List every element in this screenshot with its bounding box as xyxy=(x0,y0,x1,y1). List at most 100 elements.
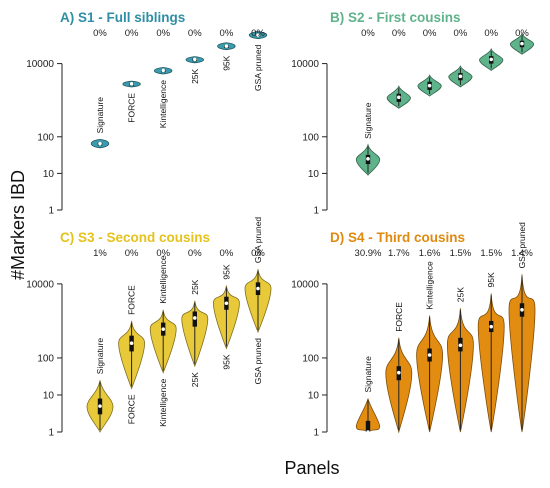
category-label: FORCE xyxy=(394,302,404,332)
violin-median xyxy=(161,68,165,73)
violin-median xyxy=(489,324,494,329)
percent-label: 0% xyxy=(484,28,498,39)
category-label: Signature xyxy=(363,356,373,393)
percent-label: 0% xyxy=(251,248,265,259)
category-label: 25K xyxy=(455,287,465,302)
panel-title: C) S3 - Second cousins xyxy=(60,230,210,245)
violin-iqr-box xyxy=(365,420,371,432)
violin-median xyxy=(256,33,260,37)
violin-median xyxy=(129,341,134,346)
percent-label: 0% xyxy=(251,28,265,39)
violin-median xyxy=(224,44,229,48)
category-label: 25K xyxy=(190,372,200,387)
percent-label: 0% xyxy=(515,28,529,39)
percent-label: 1.4% xyxy=(511,248,533,259)
violin-median xyxy=(397,370,401,375)
percent-label: 0% xyxy=(156,28,170,39)
category-label: 95K xyxy=(221,354,231,369)
category-label: FORCE xyxy=(127,394,137,424)
y-tick-label: 10000 xyxy=(291,59,319,70)
percent-label: 0% xyxy=(361,28,375,39)
y-tick-label: 100 xyxy=(37,353,54,364)
category-label: 95K xyxy=(486,272,496,287)
percent-label: 0% xyxy=(423,28,437,39)
category-label: Kintelligence xyxy=(158,378,168,426)
panel-title: D) S4 - Third cousins xyxy=(330,230,465,245)
violin-median xyxy=(193,316,197,320)
percent-label: 0% xyxy=(125,248,139,259)
y-tick-label: 1 xyxy=(48,206,54,217)
violin-median xyxy=(458,74,463,79)
y-tick-label: 1 xyxy=(313,428,319,439)
violin-median xyxy=(98,141,102,146)
percent-label: 0% xyxy=(392,28,406,39)
category-label: GSA pruned xyxy=(253,44,263,91)
category-label: 95K xyxy=(221,55,231,70)
panel-title: B) S2 - First cousins xyxy=(330,10,461,25)
x-axis-label: Panels xyxy=(284,458,339,478)
category-label: 25K xyxy=(190,68,200,83)
category-label: Signature xyxy=(363,102,373,139)
panel-4: D) S4 - Third cousins 1 10 100 10000 30.9% Sig… xyxy=(291,222,536,439)
percent-label: 1.5% xyxy=(480,248,502,259)
y-tick-label: 10000 xyxy=(26,279,54,290)
panel-3: C) S3 - Second cousins 1 10 100 10000 1% Signa… xyxy=(26,217,272,439)
category-label: Kintelligence xyxy=(425,261,435,309)
y-tick-label: 1 xyxy=(313,206,319,217)
category-label: FORCE xyxy=(127,285,137,315)
category-label: Kintelligence xyxy=(158,80,168,128)
y-tick-label: 100 xyxy=(302,353,319,364)
category-label: Signature xyxy=(95,338,105,375)
percent-label: 0% xyxy=(454,28,468,39)
percent-label: 0% xyxy=(188,248,202,259)
category-label: Signature xyxy=(95,97,105,134)
violin-median xyxy=(224,301,229,306)
violin-median xyxy=(520,41,524,46)
violin-median xyxy=(366,157,370,161)
category-label: Kintelligence xyxy=(158,255,168,303)
category-label: GSA pruned xyxy=(517,222,527,269)
percent-label: 30.9% xyxy=(355,248,382,259)
percent-label: 0% xyxy=(125,28,139,39)
violin-median xyxy=(520,307,524,312)
percent-label: 0% xyxy=(156,248,170,259)
y-axis-label: #Markers IBD xyxy=(8,170,28,280)
violin-median xyxy=(256,286,260,291)
y-tick-label: 10000 xyxy=(291,279,319,290)
panel-title: A) S1 - Full siblings xyxy=(60,10,185,25)
percent-label: 1.6% xyxy=(419,248,441,259)
category-label: GSA pruned xyxy=(253,338,263,385)
percent-label: 0% xyxy=(188,28,202,39)
percent-label: 0% xyxy=(220,28,234,39)
violin-median xyxy=(427,83,432,88)
violin-median xyxy=(397,95,401,100)
percent-label: 1.5% xyxy=(450,248,472,259)
y-tick-label: 10 xyxy=(43,390,55,401)
percent-label: 0% xyxy=(220,248,234,259)
y-tick-label: 10 xyxy=(43,169,55,180)
panel-1: A) S1 - Full siblings 1 10 100 10000 0% Signat… xyxy=(26,10,268,217)
percent-label: 1.7% xyxy=(388,248,410,259)
violin-median xyxy=(129,82,134,86)
y-tick-label: 100 xyxy=(37,132,54,143)
violin-median xyxy=(489,57,494,62)
y-tick-label: 10 xyxy=(308,169,320,180)
category-label: GSA pruned xyxy=(253,217,263,264)
percent-label: 0% xyxy=(93,28,107,39)
y-tick-label: 1 xyxy=(48,428,54,439)
violin-median xyxy=(366,430,370,434)
category-label: 95K xyxy=(221,264,231,279)
category-label: 25K xyxy=(190,279,200,294)
category-label: FORCE xyxy=(127,93,137,123)
y-tick-label: 10 xyxy=(308,390,320,401)
violin-median xyxy=(193,57,197,62)
violin-median xyxy=(161,327,165,331)
y-tick-label: 100 xyxy=(302,132,319,143)
violin-median xyxy=(98,404,102,408)
violin-median xyxy=(458,343,463,348)
percent-label: 1% xyxy=(93,248,107,259)
panel-2: B) S2 - First cousins 1 10 100 10000 0% Signat… xyxy=(127,10,535,427)
y-tick-label: 10000 xyxy=(26,59,54,70)
